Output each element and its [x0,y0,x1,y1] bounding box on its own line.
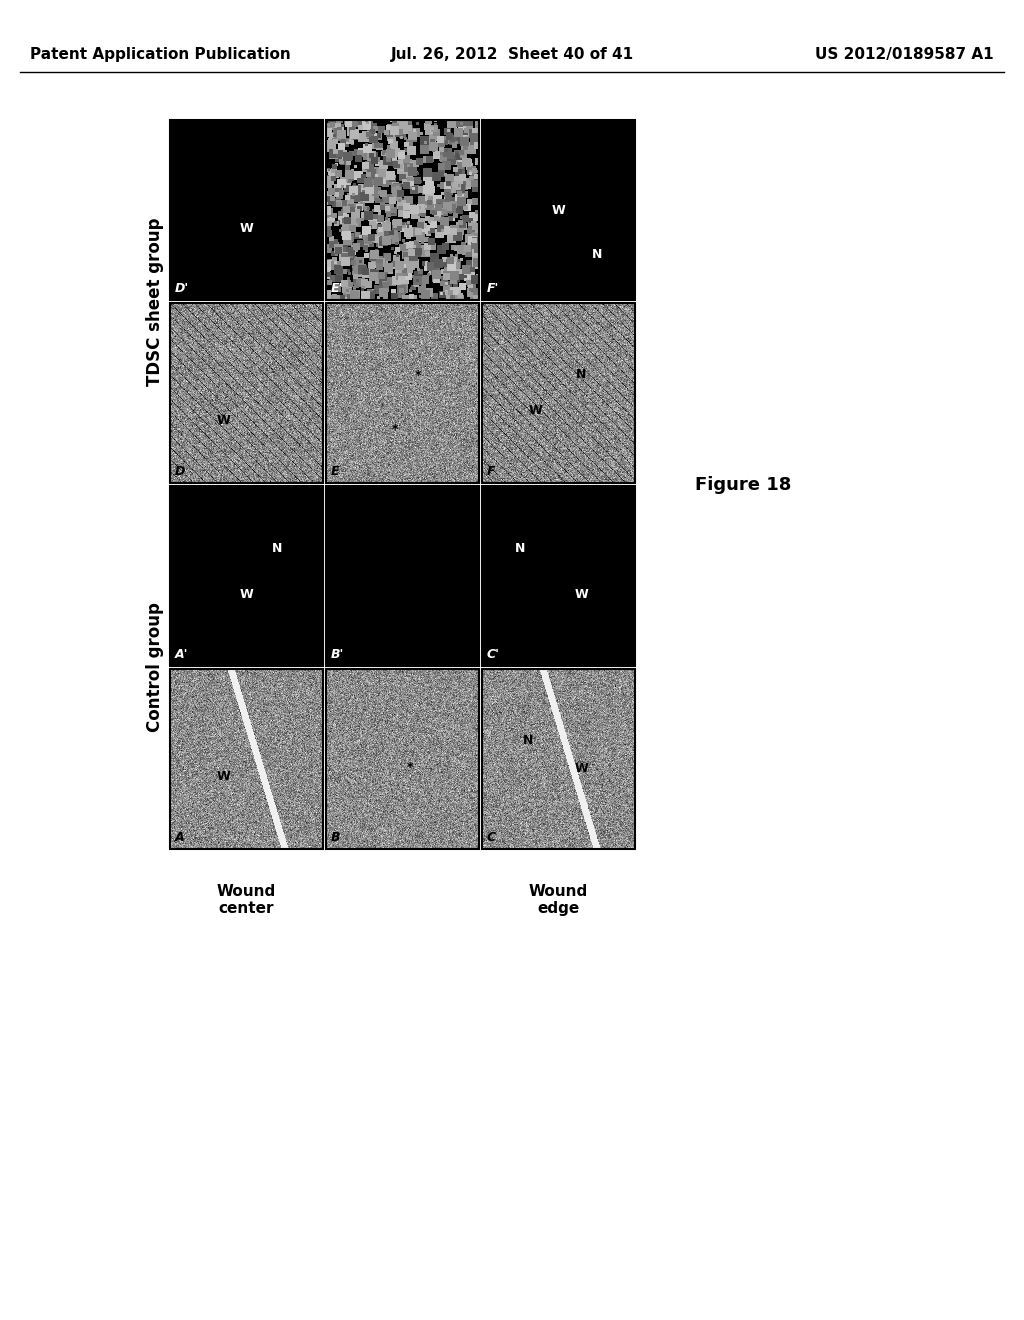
Bar [326,120,479,300]
Text: D: D [175,465,185,478]
Text: US 2012/0189587 A1: US 2012/0189587 A1 [815,48,994,62]
Bar [170,486,323,667]
Text: F': F' [487,282,500,294]
Bar [482,486,635,667]
Text: A': A' [175,648,188,661]
Text: C': C' [487,648,500,661]
Text: B': B' [331,648,344,661]
Text: W: W [552,203,565,216]
Text: N: N [577,368,587,381]
Text: Control group: Control group [146,602,164,733]
Text: *: * [391,422,398,436]
Text: W: W [574,587,589,601]
Text: N: N [522,734,534,747]
Text: N: N [272,543,283,556]
Text: Wound
center: Wound center [217,884,276,916]
Text: B: B [331,832,341,843]
Text: N: N [515,543,525,556]
Text: Wound
edge: Wound edge [528,884,588,916]
Text: W: W [528,404,543,417]
Bar [170,669,323,849]
Bar [326,304,479,483]
Text: N: N [592,248,602,261]
Text: Jul. 26, 2012  Sheet 40 of 41: Jul. 26, 2012 Sheet 40 of 41 [390,48,634,62]
Bar [482,120,635,300]
Text: Patent Application Publication: Patent Application Publication [30,48,291,62]
Text: W: W [217,771,230,784]
Text: C: C [487,832,496,843]
Text: TDSC sheet group: TDSC sheet group [146,218,164,385]
Text: *: * [415,368,421,381]
Text: W: W [240,587,253,601]
Text: W: W [240,222,253,235]
Text: D': D' [175,282,189,294]
Bar [326,669,479,849]
Bar [170,304,323,483]
Text: E': E' [331,282,343,294]
Bar [482,669,635,849]
Text: W: W [217,413,230,426]
Text: F: F [487,465,496,478]
Text: E: E [331,465,340,478]
Bar [482,304,635,483]
Bar [326,486,479,667]
Text: A: A [175,832,184,843]
Text: *: * [407,762,414,775]
Text: W: W [574,762,589,775]
Bar [170,120,323,300]
Text: Figure 18: Figure 18 [695,475,792,494]
